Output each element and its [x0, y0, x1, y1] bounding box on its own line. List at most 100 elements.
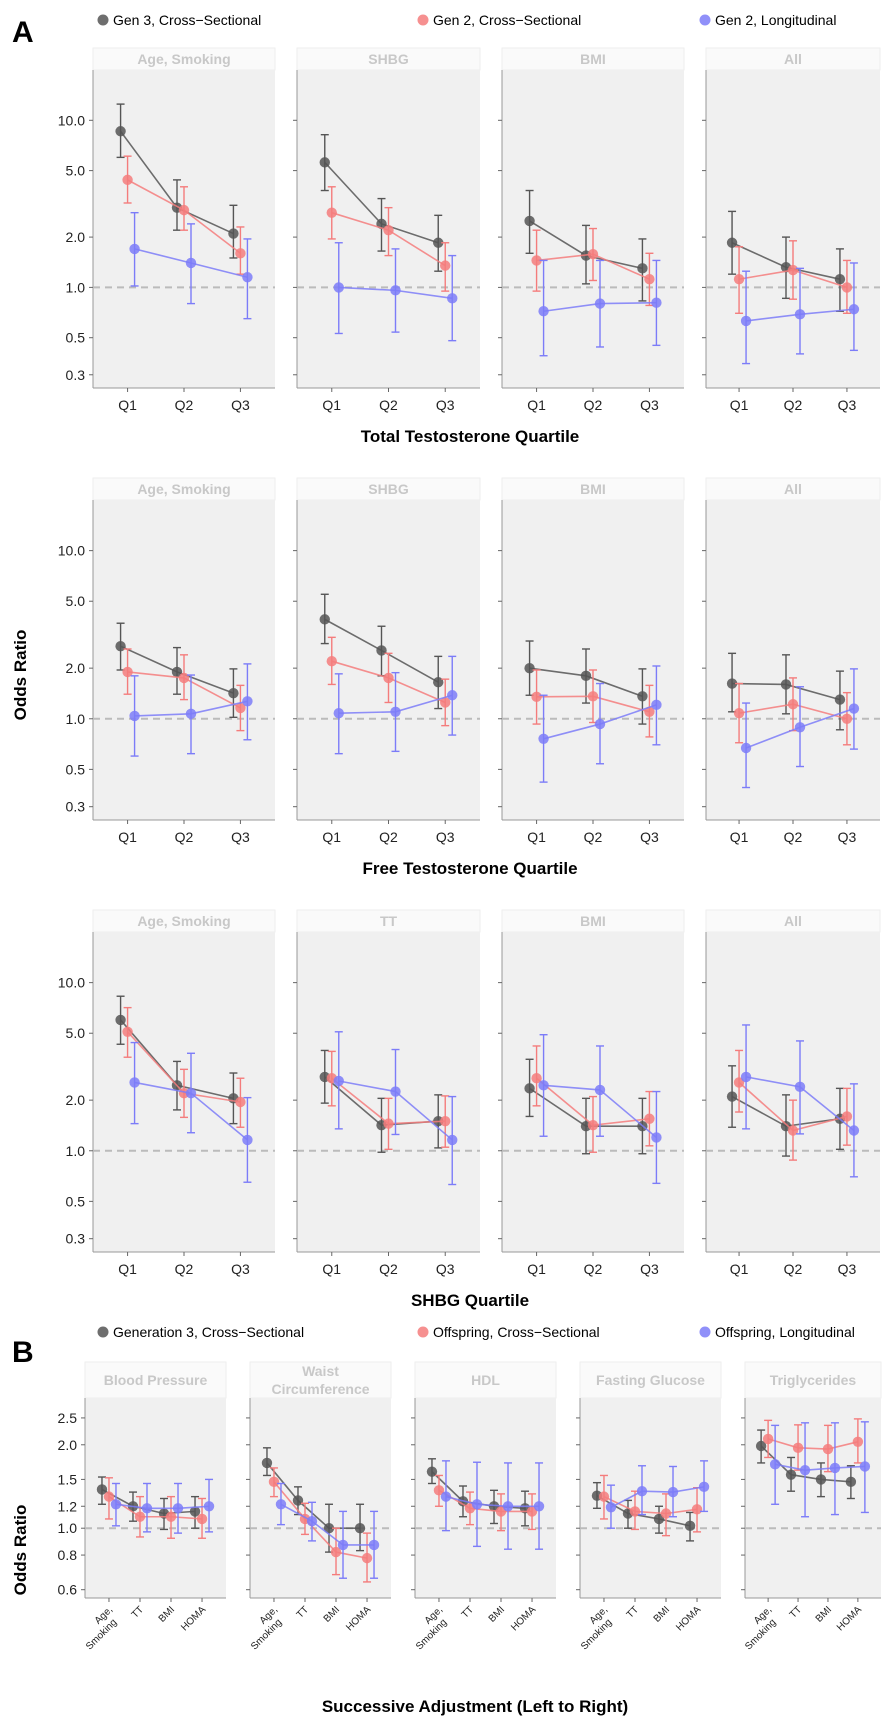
data-point	[829, 1462, 841, 1474]
data-point	[660, 1508, 672, 1519]
data-point	[834, 694, 846, 705]
facet-strip	[414, 1361, 557, 1399]
series-line	[108, 1495, 203, 1520]
data-point	[368, 1539, 380, 1551]
data-point	[390, 1086, 401, 1097]
data-point	[538, 733, 549, 745]
x-tick-label: Q1	[118, 1261, 137, 1277]
data-point	[196, 1513, 208, 1525]
y-tick-label: 0.6	[58, 1582, 78, 1598]
legend-swatch	[699, 14, 711, 26]
data-point	[733, 1077, 745, 1088]
facet-title: All	[784, 51, 802, 67]
x-tick-label: Q2	[379, 1261, 398, 1277]
data-point	[333, 282, 344, 293]
data-point	[698, 1481, 710, 1493]
data-point	[426, 1466, 438, 1477]
data-point	[531, 1073, 542, 1084]
legend-label: Gen 3, Cross−Sectional	[113, 12, 261, 28]
x-tick-label: Q1	[527, 1261, 546, 1277]
data-point	[637, 691, 648, 702]
x-tick-label: Q3	[838, 1261, 857, 1277]
y-axis-title-a: Odds Ratio	[11, 630, 30, 721]
facet-background	[415, 1398, 556, 1598]
data-point	[129, 243, 140, 255]
x-tick-label: Q3	[838, 829, 857, 845]
x-tick-label: Age,Smoking	[241, 1604, 289, 1652]
facet-title: BMI	[580, 913, 606, 929]
data-point	[785, 1469, 797, 1480]
legend-label: Gen 2, Cross−Sectional	[433, 12, 581, 28]
x-tick-label: TT	[625, 1604, 641, 1620]
facet-title: HDL	[471, 1372, 500, 1388]
series-line	[774, 1463, 865, 1471]
data-point	[447, 690, 458, 701]
data-point	[792, 1442, 804, 1454]
data-point	[740, 315, 752, 327]
data-point	[319, 157, 330, 168]
x-tick-label: HOMA	[835, 1604, 864, 1633]
data-point	[326, 207, 337, 218]
data-point	[524, 215, 535, 227]
x-tick-label: Q1	[322, 1261, 341, 1277]
data-point	[242, 1134, 253, 1146]
y-tick-label: 1.5	[58, 1471, 78, 1487]
data-point	[319, 614, 330, 625]
data-point	[740, 1071, 752, 1083]
x-tick-label: Q1	[118, 829, 137, 845]
x-tick-label: HOMA	[674, 1604, 703, 1633]
data-point	[178, 204, 190, 216]
data-point	[794, 722, 806, 733]
y-tick-label: 0.8	[58, 1547, 78, 1563]
data-point	[122, 174, 133, 186]
legend-label: Gen 2, Longitudinal	[715, 12, 836, 28]
data-point	[769, 1459, 781, 1470]
panel-label-a: A	[12, 16, 34, 49]
data-point	[440, 1491, 452, 1502]
data-point	[383, 224, 394, 236]
x-tick-label: Q2	[784, 1261, 803, 1277]
facet-title: BMI	[580, 481, 606, 497]
data-point	[845, 1476, 857, 1488]
x-tick-label: Q2	[784, 397, 803, 413]
series-line	[280, 1503, 375, 1546]
y-tick-label: 2.5	[58, 1410, 78, 1426]
x-axis-title: Successive Adjustment (Left to Right)	[322, 1697, 628, 1716]
data-point	[110, 1499, 122, 1510]
facet-title: Age, Smoking	[137, 913, 230, 929]
chart-row-4: Blood Pressure 0.6 0.8 1.0 1.2 1.5 2.0 2.5 Age,S…	[58, 1361, 882, 1716]
series-line	[610, 1486, 705, 1508]
data-point	[261, 1457, 273, 1469]
x-tick-label: Q2	[584, 397, 603, 413]
facet-strip	[744, 1361, 882, 1399]
data-point	[122, 666, 133, 678]
y-tick-label: 2.0	[58, 1437, 78, 1453]
data-point	[361, 1552, 373, 1564]
facet-title: SHBG	[368, 481, 409, 497]
x-tick-label: Q2	[584, 829, 603, 845]
x-tick-label: Q1	[527, 397, 546, 413]
data-point	[433, 1485, 445, 1496]
data-point	[605, 1502, 617, 1513]
y-tick-label: 0.3	[66, 367, 86, 383]
x-tick-label: BMI	[814, 1604, 834, 1624]
data-point	[848, 304, 860, 315]
data-point	[587, 1119, 599, 1131]
x-tick-label: HOMA	[344, 1604, 373, 1633]
x-tick-label: Q2	[175, 1261, 194, 1277]
data-point	[834, 273, 846, 285]
x-tick-label: Q2	[175, 829, 194, 845]
data-point	[726, 678, 738, 689]
data-point	[235, 702, 246, 714]
data-point	[242, 696, 253, 707]
data-point	[726, 237, 738, 248]
series-line	[266, 1462, 361, 1530]
facet-background	[297, 932, 480, 1252]
data-point	[165, 1511, 177, 1522]
x-axis-title: SHBG Quartile	[411, 1291, 529, 1310]
data-point	[799, 1464, 811, 1476]
plots: Age, Smoking 0.3 0.5 1.0 2.0 5.0 10.0 Q1 Q2 Q3 SHB…	[58, 47, 882, 1716]
data-point	[268, 1476, 280, 1488]
data-point	[134, 1511, 146, 1522]
chart-row-2: Age, Smoking 0.3 0.5 1.0 2.0 5.0 10.0 Q1 Q2 Q3 SHB…	[58, 477, 881, 878]
